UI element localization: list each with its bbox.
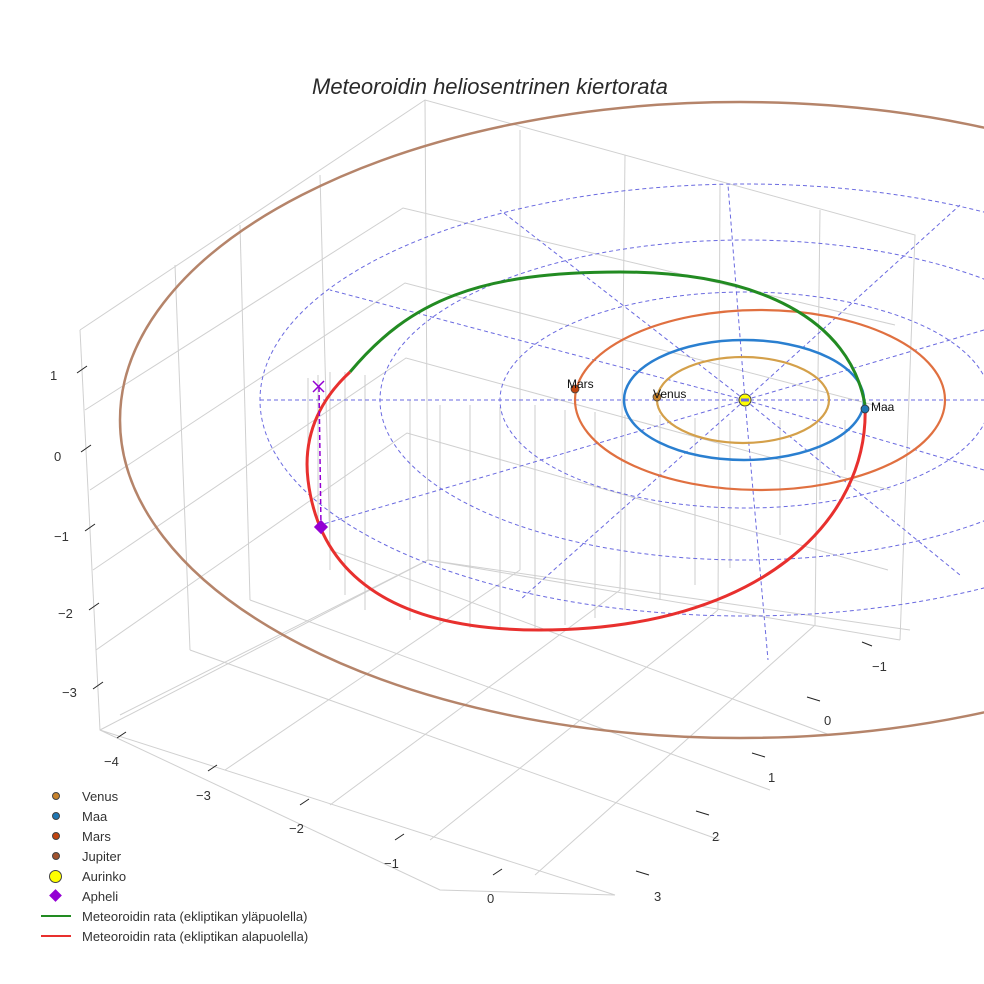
z-tick-label: −3 [62,685,77,700]
legend-label: Apheli [82,888,119,904]
legend-item-jupiter[interactable]: Jupiter [36,846,308,866]
y-tick-label: 3 [654,889,662,904]
jupiter-dot-icon [52,852,60,860]
aphelion-projection-x-icon [312,380,325,393]
earth-dot-icon [52,812,60,820]
x-tick-label: −3 [196,788,211,803]
mars-marker[interactable] [570,384,580,394]
green-line-icon [41,915,71,917]
x-tick-label: −1 [384,856,399,871]
z-tick-label: 1 [50,368,58,383]
ecliptic-grid [259,183,984,661]
y-tick-label: 2 [712,829,720,844]
legend-label: Maa [82,808,108,824]
meteoroid-orbit-above [348,270,867,406]
venus-marker[interactable] [652,392,662,402]
venus-dot-icon [52,792,60,800]
earth-label: Maa [871,400,895,414]
chart-title: Meteoroidin heliosentrinen kiertorata [312,74,668,99]
sun-core [741,398,749,402]
mars-label: Mars [567,377,594,391]
x-tick-label: 0 [487,891,495,906]
venus-label: Venus [653,387,687,401]
legend-item-venus[interactable]: Venus [36,786,308,806]
z-tick-label: −1 [54,529,69,544]
x-tick-label: −2 [289,821,304,836]
projection-lines [307,372,846,630]
earth-marker[interactable] [860,404,870,414]
legend-label: Meteoroidin rata (ekliptikan alapuolella… [82,928,309,944]
z-tick-label: 0 [54,449,62,464]
sun-circle-icon [49,870,62,883]
legend-item-maa[interactable]: Maa [36,806,308,826]
legend-item-mars[interactable]: Mars [36,826,308,846]
legend-item-orbit-above[interactable]: Meteoroidin rata (ekliptikan yläpuolella… [36,906,308,926]
legend-item-aurinko[interactable]: Aurinko [36,866,308,886]
legend-label: Jupiter [82,848,122,864]
grid-lines [79,99,916,896]
mars-dot-icon [52,832,60,840]
legend-label: Mars [82,828,111,844]
diamond-icon [49,889,62,902]
legend-item-orbit-below[interactable]: Meteoroidin rata (ekliptikan alapuolella… [36,926,308,946]
legend-item-apheli[interactable]: Apheli [36,886,308,906]
legend-label: Aurinko [82,868,127,884]
red-line-icon [41,935,71,937]
x-tick-label: −4 [104,754,119,769]
mars-orbit [573,308,947,492]
legend-label: Venus [82,788,119,804]
tick-marks [76,365,873,876]
jupiter-orbit [118,100,984,740]
legend-label: Meteoroidin rata (ekliptikan yläpuolella… [82,908,308,924]
y-tick-label: −1 [872,659,887,674]
z-tick-label: −2 [58,606,73,621]
legend: Venus Maa Mars Jupiter Aurinko Apheli Me… [36,786,308,946]
aphelion-diamond-icon[interactable] [313,519,329,535]
y-tick-label: 1 [768,770,776,785]
y-tick-label: 0 [824,713,832,728]
meteoroid-orbit-below [305,370,867,632]
aphelion-drop-line [318,386,322,528]
